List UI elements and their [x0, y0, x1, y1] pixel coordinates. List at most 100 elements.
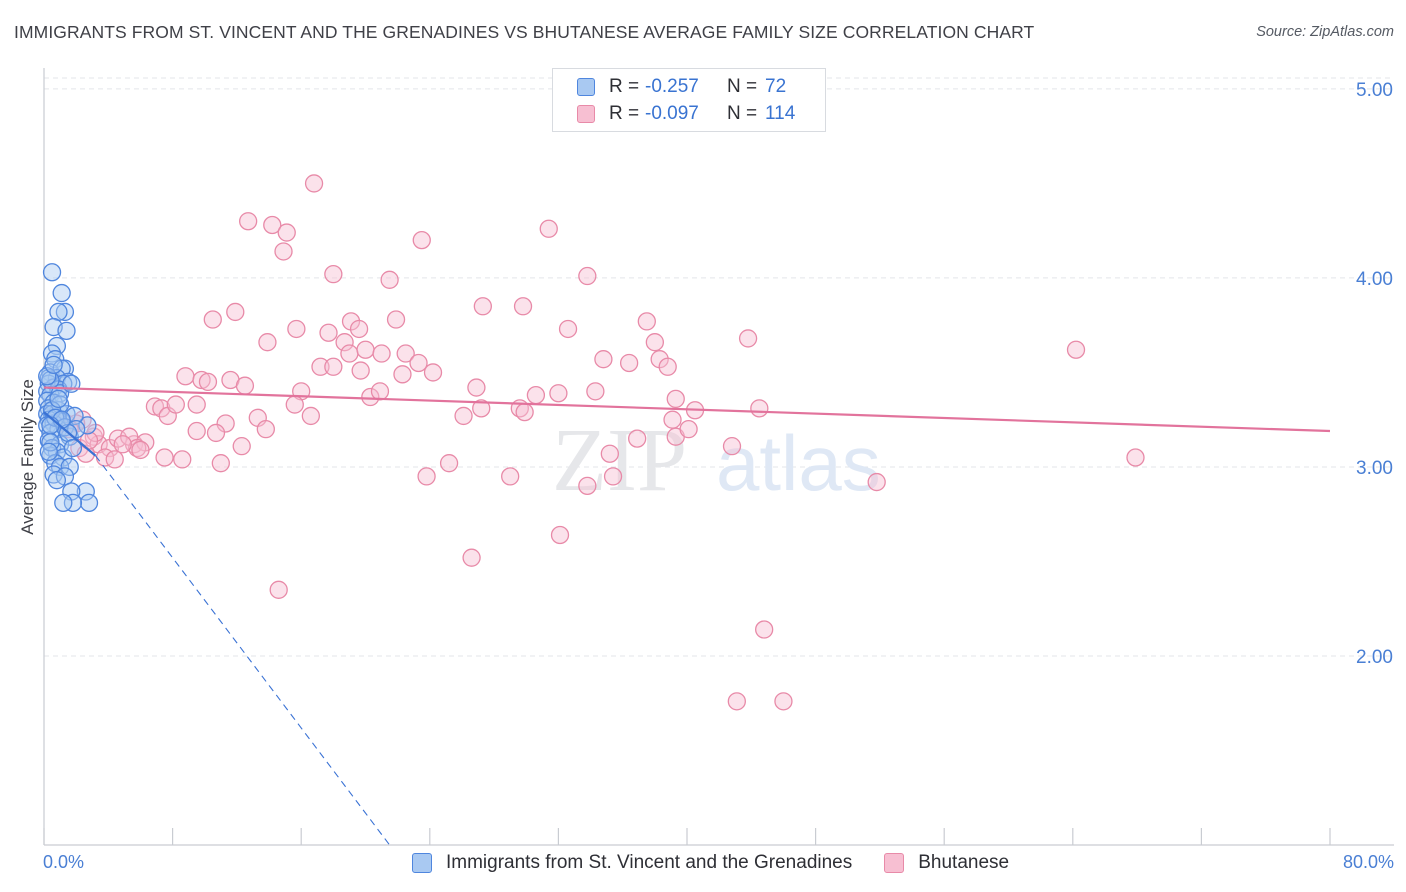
legend-item-immigrants: Immigrants from St. Vincent and the Gren… [412, 852, 852, 874]
bhutanese-point [396, 344, 415, 363]
bhutanese-point [513, 297, 533, 316]
y-tick-label: 5.00 [1356, 80, 1393, 101]
bhutanese-point [1126, 448, 1145, 467]
bhutanese-point [324, 357, 343, 376]
y-tick-labels: 2.00 3.00 4.00 5.00 [1356, 80, 1393, 668]
immigrants-point [44, 355, 63, 375]
immigrants-point [44, 465, 63, 484]
immigrants-point [39, 442, 58, 461]
bhutanese-point [501, 467, 520, 486]
bhutanese-point [108, 429, 128, 448]
bhutanese-point [423, 363, 443, 382]
bhutanese-point [409, 353, 428, 373]
bhutanese-point [155, 448, 174, 467]
immigrants-point [49, 389, 68, 409]
immigrants-point [55, 302, 75, 322]
grid-lines [44, 77, 1394, 657]
bhutanese-point [370, 382, 390, 401]
r-label: R = [609, 76, 640, 97]
bhutanese-point [176, 367, 195, 386]
watermark-atlas: atlas [716, 419, 881, 507]
y-tick-label: 2.00 [1356, 647, 1393, 668]
bhutanese-point [578, 266, 597, 286]
bhutanese-point [301, 406, 320, 426]
bhutanese-point [628, 429, 647, 448]
bhutanese-point [586, 382, 605, 401]
bhutanese-point [187, 421, 206, 441]
blue-swatch [412, 853, 432, 873]
bhutanese-point [128, 438, 147, 458]
immigrants-trend-line [43, 411, 97, 457]
bhutanese-point [473, 297, 492, 316]
bhutanese-point [287, 319, 306, 339]
x-axis-max-label: 80.0% [1342, 852, 1394, 872]
immigrants-point [57, 321, 76, 341]
bhutanese-point [239, 212, 258, 231]
bhutanese-point [351, 361, 370, 380]
bhutanese-point [393, 365, 412, 384]
bhutanese-point [173, 450, 192, 469]
bhutanese-point [774, 692, 793, 711]
y-tick-label: 3.00 [1356, 458, 1393, 479]
bhutanese-point [467, 378, 486, 397]
bhutanese-point [335, 333, 354, 352]
x-axis-min-label: 0.0% [43, 852, 85, 872]
bhutanese-point [211, 454, 230, 473]
bhutanese-point [145, 397, 165, 416]
bhutanese-point [198, 372, 218, 392]
bhutanese-point [206, 423, 226, 443]
bhutanese-point [867, 472, 886, 492]
y-tick-label: 4.00 [1356, 269, 1393, 290]
bhutanese-point [658, 357, 677, 376]
legend-item-bhutanese: Bhutanese [884, 852, 1009, 874]
bhutanese-point [645, 333, 664, 352]
bhutanese-point [285, 395, 304, 414]
bhutanese-point [549, 384, 568, 403]
legend-row-immigrants: R = -0.257 N = 72 [577, 75, 786, 99]
bhutanese-point [105, 450, 124, 469]
bhutanese-point [166, 395, 185, 414]
immigrants-trend-extension [95, 455, 391, 846]
bhutanese-point [235, 376, 255, 395]
immigrants-point [63, 493, 83, 513]
immigrants-point [49, 302, 68, 322]
r-label: R = [609, 103, 640, 124]
bhutanese-point [380, 270, 399, 289]
bhutanese-point [361, 387, 380, 407]
immigrants-point [41, 416, 60, 435]
bhutanese-point [666, 389, 685, 409]
immigrants-point [60, 457, 79, 477]
n-value: 72 [765, 76, 787, 97]
bhutanese-point [663, 410, 682, 429]
bhutanese-point [526, 385, 546, 405]
bhutanese-point [755, 620, 774, 639]
bhutanese-point [187, 395, 206, 414]
bhutanese-point [722, 437, 742, 456]
bhutanese-point [311, 357, 330, 376]
n-label: N = [727, 103, 758, 124]
trend-lines [43, 386, 1331, 846]
bhutanese-point [738, 329, 758, 348]
stats-legend: R = -0.257 N = 72 R = -0.097 N = 114 [552, 68, 826, 132]
immigrants-point [52, 283, 71, 303]
bhutanese-trend-line [43, 386, 1331, 433]
immigrants-point [47, 471, 67, 490]
immigrants-point [42, 263, 62, 282]
bhutanese-point [417, 467, 436, 486]
bhutanese-point [550, 525, 570, 545]
n-value: 114 [765, 103, 796, 124]
bhutanese-point [269, 580, 288, 599]
axes [43, 68, 1394, 846]
bhutanese-point [603, 467, 623, 486]
bhutanese-point [600, 444, 619, 463]
bhutanese-point [216, 414, 235, 433]
immigrants-point [42, 344, 62, 363]
bhutanese-point [319, 323, 338, 342]
bhutanese-point [619, 353, 639, 373]
bhutanese-point [1066, 340, 1086, 359]
bhutanese-point [192, 370, 211, 390]
bhutanese-point [472, 399, 491, 418]
immigrants-point [38, 367, 57, 386]
immigrants-point [78, 416, 97, 435]
